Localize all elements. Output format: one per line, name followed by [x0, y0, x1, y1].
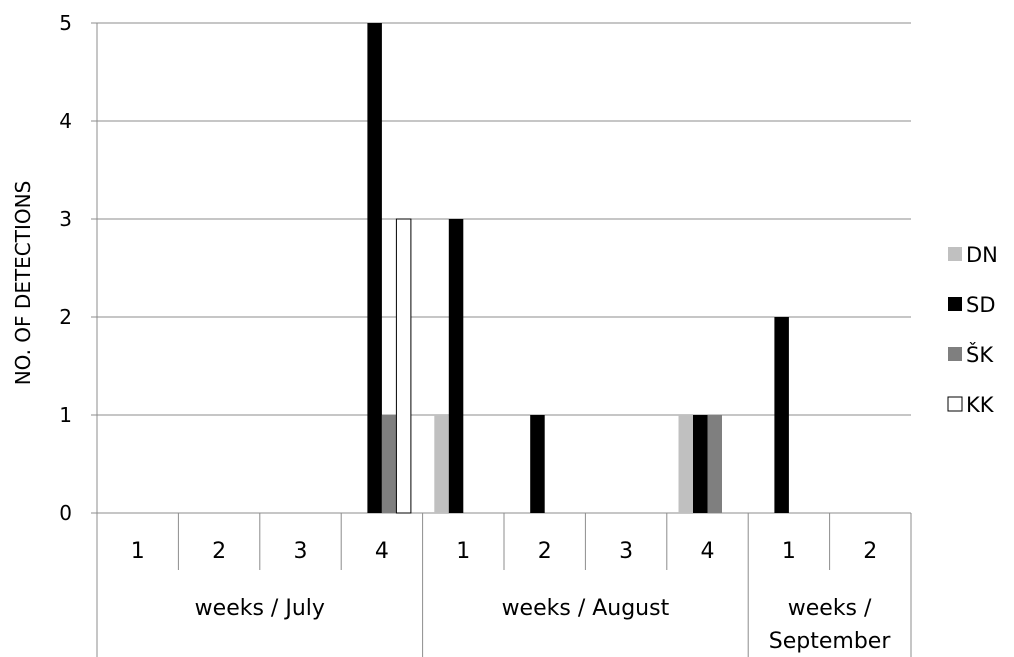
group-label: weeks /: [788, 596, 872, 621]
week-label: 3: [619, 539, 633, 564]
legend-label: ŠK: [966, 342, 994, 367]
week-label: 4: [701, 539, 715, 564]
y-tick-label: 0: [59, 501, 72, 525]
week-label: 1: [131, 539, 145, 564]
y-tick-label: 1: [59, 403, 72, 427]
y-tick-label: 3: [59, 207, 72, 231]
group-label: September: [769, 629, 892, 654]
bar-sd: [448, 219, 464, 513]
bar-dn: [434, 415, 449, 513]
week-label: 2: [538, 539, 552, 564]
week-label: 1: [782, 539, 796, 564]
bar-sd: [774, 317, 789, 513]
legend-label: DN: [966, 243, 998, 267]
y-tick-label: 5: [59, 11, 72, 35]
y-tick-label: 2: [59, 305, 72, 329]
week-label: 4: [375, 539, 389, 564]
week-label: 3: [294, 539, 308, 564]
group-label: weeks / August: [502, 596, 670, 621]
legend-swatch-sd: [948, 297, 962, 311]
legend-label: SD: [966, 293, 996, 317]
bar-šk: [707, 415, 722, 513]
legend-swatch-šk: [948, 347, 962, 361]
bar-sd: [367, 23, 382, 513]
legend-label: KK: [966, 393, 995, 417]
week-label: 2: [212, 539, 226, 564]
week-label: 1: [456, 539, 470, 564]
bar-šk: [381, 415, 397, 513]
y-axis-title: NO. OF DETECTIONS: [11, 181, 35, 386]
bar-dn: [678, 415, 693, 513]
bar-sd: [530, 415, 545, 513]
legend-swatch-dn: [948, 247, 962, 261]
week-label: 2: [863, 539, 877, 564]
y-tick-label: 4: [59, 109, 72, 133]
bar-kk: [395, 218, 412, 514]
group-label: weeks / July: [195, 596, 325, 621]
legend-swatch-kk: [947, 396, 963, 412]
bar-sd: [693, 415, 708, 513]
